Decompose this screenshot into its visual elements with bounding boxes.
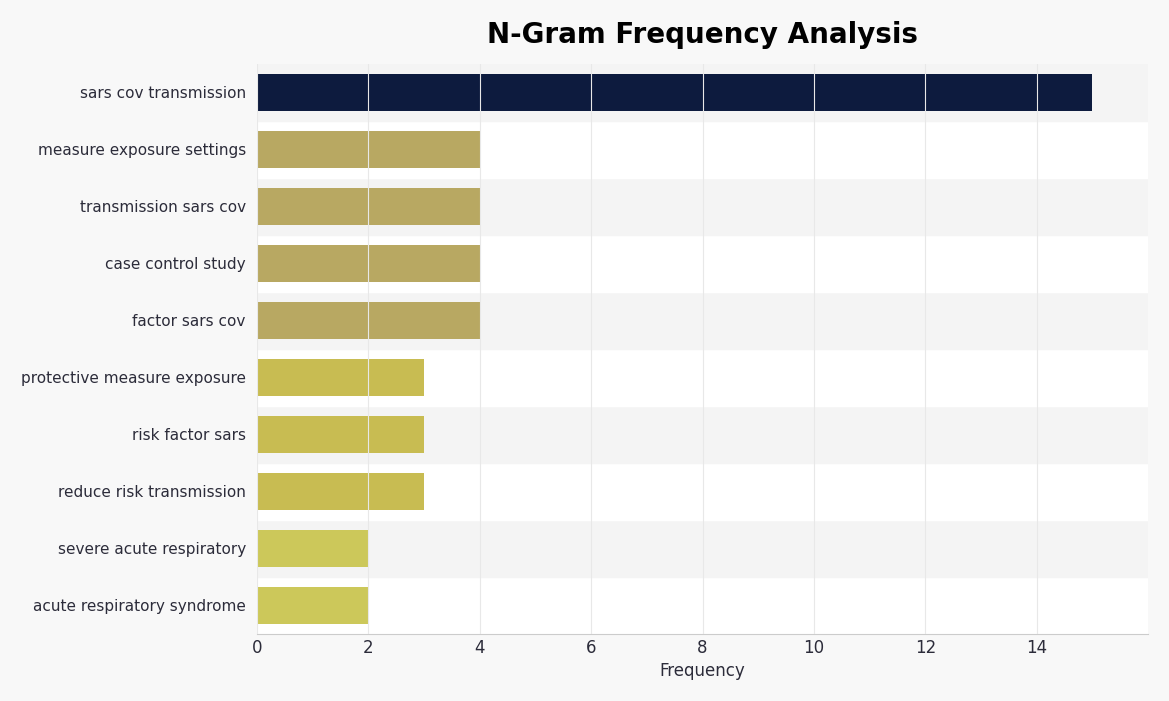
Bar bbox=[257, 348, 1148, 406]
Bar bbox=[257, 64, 1148, 121]
Bar bbox=[257, 235, 1148, 292]
Bar bbox=[257, 177, 1148, 235]
Bar bbox=[257, 472, 424, 510]
Bar bbox=[257, 121, 1148, 177]
Bar bbox=[257, 245, 479, 282]
Bar bbox=[257, 359, 424, 396]
Bar bbox=[257, 587, 368, 624]
Bar bbox=[257, 530, 368, 567]
Bar bbox=[257, 463, 1148, 519]
Bar bbox=[257, 301, 479, 339]
Bar bbox=[257, 406, 1148, 463]
X-axis label: Frequency: Frequency bbox=[659, 662, 746, 680]
Bar bbox=[257, 74, 1093, 111]
Bar bbox=[257, 292, 1148, 348]
Bar bbox=[257, 577, 1148, 634]
Title: N-Gram Frequency Analysis: N-Gram Frequency Analysis bbox=[487, 21, 918, 49]
Bar bbox=[257, 416, 424, 453]
Bar bbox=[257, 519, 1148, 577]
Bar bbox=[257, 188, 479, 225]
Bar bbox=[257, 130, 479, 168]
